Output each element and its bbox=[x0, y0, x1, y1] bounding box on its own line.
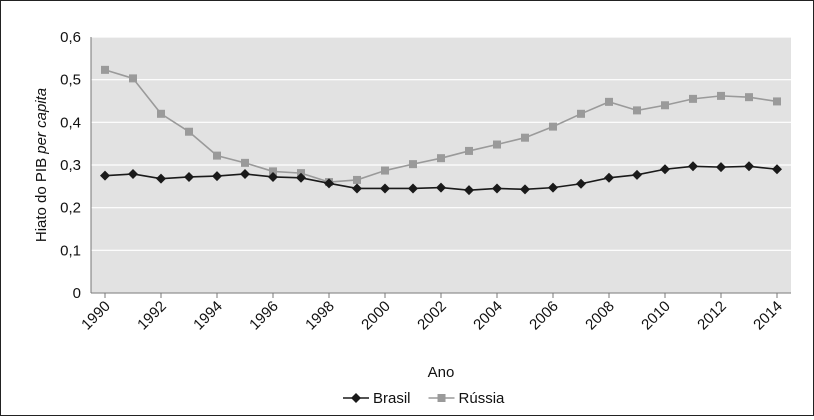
data-point bbox=[660, 164, 670, 175]
data-point bbox=[184, 171, 194, 182]
legend-label: Brasil bbox=[373, 390, 411, 407]
data-point bbox=[241, 158, 249, 167]
x-tick-label: 2004 bbox=[470, 298, 506, 334]
legend-item-brasil: Brasil bbox=[343, 390, 411, 407]
data-point bbox=[633, 106, 641, 115]
data-point bbox=[465, 146, 473, 155]
y-axis-label-main: Hiato do PIB bbox=[33, 154, 50, 242]
x-tick-label: 1996 bbox=[246, 298, 282, 334]
data-point bbox=[717, 91, 725, 100]
legend-marker bbox=[437, 394, 446, 402]
data-point bbox=[156, 173, 166, 184]
data-point bbox=[269, 167, 277, 176]
data-point bbox=[268, 171, 278, 182]
x-axis-label: Ano bbox=[428, 364, 455, 381]
data-point bbox=[576, 178, 586, 189]
x-axis-ticks: 1990 1992 1994 1996 1998 2000 2002 2004 2006 2008… bbox=[78, 293, 786, 333]
data-point bbox=[213, 151, 221, 160]
data-point bbox=[577, 109, 585, 118]
data-point bbox=[408, 183, 418, 194]
data-point bbox=[128, 168, 138, 179]
data-point bbox=[464, 185, 474, 196]
data-point bbox=[520, 184, 530, 195]
series-brasil bbox=[100, 161, 782, 196]
data-point bbox=[240, 168, 250, 179]
legend-item-rússia: Rússia bbox=[428, 390, 506, 407]
legend-label: Rússia bbox=[459, 390, 506, 407]
data-point bbox=[744, 161, 754, 172]
x-tick-label: 1992 bbox=[134, 298, 170, 334]
x-tick-label: 2008 bbox=[582, 298, 618, 334]
data-point bbox=[688, 161, 698, 172]
data-point bbox=[100, 170, 110, 181]
data-point bbox=[157, 109, 165, 118]
x-tick-label: 1998 bbox=[302, 298, 338, 334]
data-point bbox=[101, 65, 109, 74]
y-tick-label: 0,4 bbox=[60, 114, 81, 131]
legend: Brasil Rússia bbox=[343, 390, 505, 407]
x-tick-label: 2012 bbox=[694, 298, 730, 334]
data-point bbox=[212, 171, 222, 182]
data-point bbox=[605, 97, 613, 106]
legend-marker bbox=[351, 393, 361, 403]
data-point bbox=[604, 172, 614, 183]
data-point bbox=[185, 127, 193, 136]
data-point bbox=[521, 133, 529, 142]
y-axis-label-italic: per capita bbox=[33, 88, 50, 155]
data-point bbox=[493, 140, 501, 149]
data-point bbox=[632, 169, 642, 180]
data-point bbox=[409, 160, 417, 169]
data-point bbox=[352, 183, 362, 194]
data-point bbox=[380, 183, 390, 194]
data-point bbox=[689, 94, 697, 103]
data-point bbox=[381, 166, 389, 175]
data-point bbox=[324, 178, 334, 189]
data-point bbox=[745, 93, 753, 102]
data-point bbox=[492, 183, 502, 194]
y-tick-label: 0,6 bbox=[60, 29, 81, 46]
y-tick-label: 0,1 bbox=[60, 242, 81, 259]
data-point bbox=[296, 172, 306, 183]
data-point bbox=[661, 101, 669, 110]
y-tick-label: 0,2 bbox=[60, 200, 81, 217]
grid-lines bbox=[90, 36, 791, 294]
series-layer bbox=[100, 65, 782, 196]
x-tick-label: 2000 bbox=[358, 298, 394, 334]
x-tick-label: 2002 bbox=[414, 298, 450, 334]
data-point bbox=[773, 97, 781, 106]
y-axis-ticks: 0 0,1 0,2 0,3 0,4 0,5 0,6 bbox=[60, 29, 81, 302]
y-axis-label: Hiato do PIB per capita bbox=[33, 88, 50, 242]
data-point bbox=[436, 182, 446, 193]
x-tick-label: 2006 bbox=[526, 298, 562, 334]
data-point bbox=[548, 182, 558, 193]
x-tick-label: 1990 bbox=[78, 298, 114, 334]
data-point bbox=[129, 74, 137, 83]
y-tick-label: 0 bbox=[73, 285, 81, 302]
x-tick-label: 1994 bbox=[190, 298, 226, 334]
y-tick-label: 0,3 bbox=[60, 157, 81, 174]
data-point bbox=[716, 162, 726, 173]
data-point bbox=[549, 122, 557, 131]
x-tick-label: 2014 bbox=[750, 298, 786, 334]
data-point bbox=[437, 154, 445, 163]
y-tick-label: 0,5 bbox=[60, 72, 81, 89]
data-point bbox=[353, 175, 361, 184]
x-tick-label: 2010 bbox=[638, 298, 674, 334]
data-point bbox=[772, 164, 782, 175]
